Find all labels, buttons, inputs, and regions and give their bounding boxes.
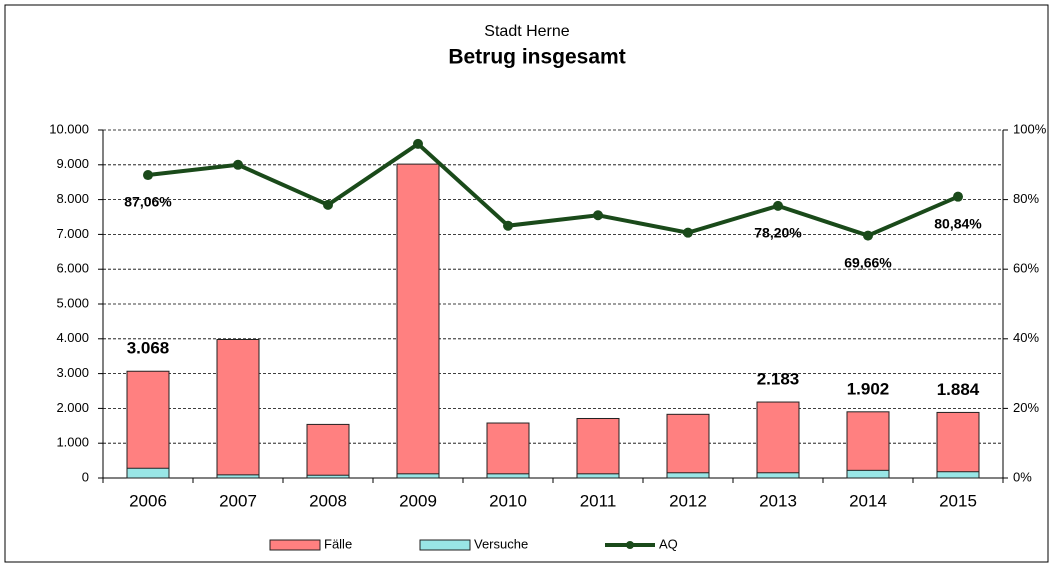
data-label: 1.884 <box>937 380 980 399</box>
bar <box>486 473 530 479</box>
x-tick-label: 2010 <box>489 491 527 510</box>
y2-tick-label: 40% <box>1013 330 1039 345</box>
y-tick-label: 5.000 <box>56 295 89 310</box>
bar <box>306 474 350 479</box>
y-tick-label: 6.000 <box>56 261 89 276</box>
line-marker <box>233 159 243 170</box>
data-label: 2.183 <box>757 370 800 389</box>
bar <box>576 473 620 479</box>
x-tick-label: 2009 <box>399 491 437 510</box>
bar <box>936 411 980 479</box>
x-tick-label: 2015 <box>939 491 977 510</box>
y2-tick-label: 0% <box>1013 469 1032 484</box>
data-label: 3.068 <box>127 339 170 358</box>
legend-label: Versuche <box>474 536 528 551</box>
bar <box>756 472 800 479</box>
data-label: 87,06% <box>124 194 172 210</box>
y-tick-label: 10.000 <box>49 121 89 136</box>
bar <box>936 471 980 479</box>
x-tick-label: 2012 <box>669 491 707 510</box>
line-marker <box>323 199 333 210</box>
chart-title: Betrug insgesamt <box>448 46 625 69</box>
line-marker <box>143 170 153 181</box>
legend-swatch <box>269 539 321 551</box>
bar <box>216 474 260 479</box>
bar <box>576 417 620 479</box>
line-marker <box>863 230 873 241</box>
y-tick-label: 1.000 <box>56 435 89 450</box>
chart-subtitle: Stadt Herne <box>484 23 569 40</box>
line-marker <box>503 220 513 231</box>
legend-label: Fälle <box>324 536 352 551</box>
bar <box>846 469 890 479</box>
y-tick-label: 4.000 <box>56 330 89 345</box>
line-marker <box>953 191 963 202</box>
x-tick-label: 2008 <box>309 491 347 510</box>
legend-swatch <box>419 539 471 551</box>
bar <box>306 423 350 479</box>
bar <box>396 473 440 479</box>
bar <box>396 163 440 479</box>
y-tick-label: 3.000 <box>56 365 89 380</box>
y2-tick-label: 20% <box>1013 400 1039 415</box>
x-tick-label: 2014 <box>849 491 887 510</box>
y2-tick-label: 80% <box>1013 191 1039 206</box>
data-label: 78,20% <box>754 225 802 241</box>
data-label: 80,84% <box>934 215 982 231</box>
bar <box>126 467 170 479</box>
line <box>147 141 959 238</box>
bar <box>216 338 260 479</box>
bar <box>126 370 170 479</box>
x-tick-label: 2007 <box>219 491 257 510</box>
x-tick-label: 2011 <box>580 491 617 510</box>
bar <box>666 472 710 479</box>
bar <box>846 411 890 479</box>
line-marker <box>593 210 603 221</box>
y-tick-label: 9.000 <box>56 156 89 171</box>
legend-marker <box>626 541 634 549</box>
x-tick-label: 2013 <box>759 491 797 510</box>
bar <box>666 413 710 479</box>
y-tick-label: 2.000 <box>56 400 89 415</box>
y-tick-label: 7.000 <box>56 226 89 241</box>
data-label: 69,66% <box>844 254 892 270</box>
legend-label: AQ <box>659 536 678 551</box>
y2-tick-label: 60% <box>1013 261 1039 276</box>
line-marker <box>413 138 423 149</box>
y2-tick-label: 100% <box>1013 121 1047 136</box>
x-tick-label: 2006 <box>129 491 167 510</box>
bar <box>486 422 530 479</box>
data-label: 1.902 <box>847 379 890 398</box>
bar <box>756 401 800 479</box>
y-tick-label: 0 <box>82 469 89 484</box>
line-marker <box>683 227 693 238</box>
y-tick-label: 8.000 <box>56 191 89 206</box>
line-marker <box>773 200 783 211</box>
